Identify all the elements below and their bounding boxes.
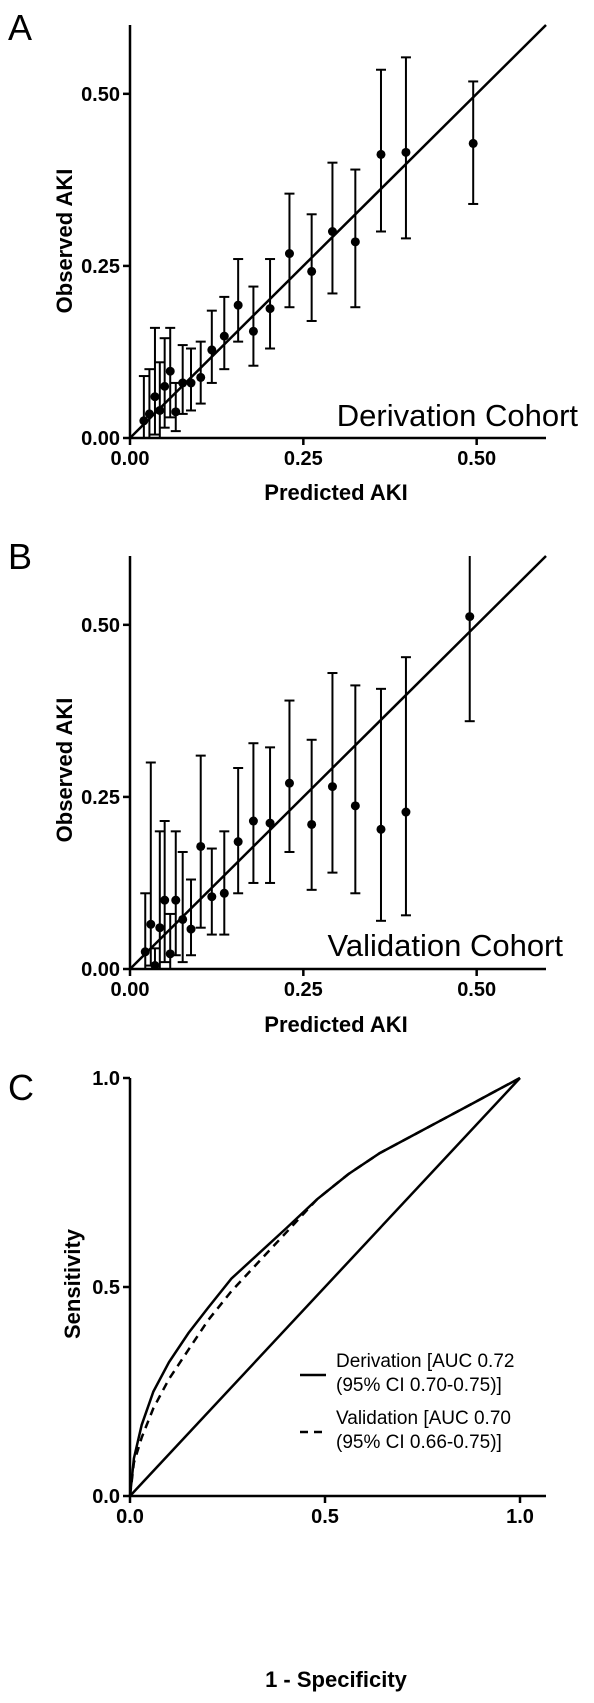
identity-line-c (129, 1077, 521, 1497)
x-tick-label-c: 1.0 (506, 1506, 534, 1528)
y-tick-label-a: 0.50 (81, 84, 120, 106)
roc-curve-derivation (128, 1076, 521, 1497)
legend-label-validation: Validation [AUC 0.70 (336, 1408, 511, 1429)
data-point-a (219, 331, 229, 341)
legend-label-derivation: Derivation [AUC 0.72 (336, 1351, 514, 1372)
y-axis-label-b: Observed AKI (52, 698, 77, 843)
data-point-b (186, 924, 196, 934)
data-point-b (465, 612, 475, 622)
x-axis-label-c: 1 - Specificity (265, 1667, 408, 1692)
y-tick-label-c: 0.0 (92, 1486, 120, 1508)
panel-letter-c: C (8, 1067, 34, 1108)
data-point-a (284, 249, 294, 259)
data-point-a (265, 304, 275, 314)
data-point-a (468, 138, 478, 148)
data-point-a (233, 300, 243, 310)
x-tick-label-c: 0.5 (311, 1506, 339, 1528)
data-point-a (207, 345, 217, 355)
data-point-a (327, 227, 337, 236)
data-point-a (165, 366, 175, 376)
data-point-b (150, 961, 160, 971)
y-axis-label-c: Sensitivity (60, 1228, 85, 1339)
x-tick-label-a: 0.50 (457, 448, 496, 470)
y-tick-label-b: 0.50 (81, 615, 120, 637)
data-point-a (248, 326, 258, 336)
data-point-b (171, 895, 181, 905)
axes-b: 0.00 0.25 0.50 0.00 0.25 0.50 (81, 556, 546, 1001)
data-point-a (186, 378, 196, 388)
y-axis-label-a: Observed AKI (52, 169, 77, 314)
axes-a: 0.00 0.25 0.50 0.00 0.25 0.50 (81, 25, 546, 470)
data-point-b (233, 837, 243, 847)
data-point-a (178, 378, 188, 388)
data-point-b (165, 949, 175, 959)
data-point-a (155, 405, 165, 415)
data-point-b (219, 888, 229, 898)
data-point-b (307, 819, 317, 829)
data-point-b (284, 778, 294, 788)
data-point-b (265, 818, 275, 828)
identity-line-a (129, 24, 547, 439)
panel-letter-b: B (8, 536, 32, 577)
data-point-a (160, 381, 170, 391)
y-tick-label-c: 0.5 (92, 1277, 120, 1299)
data-point-b (178, 914, 188, 924)
panel-letter-a: A (8, 7, 32, 48)
x-tick-label-a: 0.00 (111, 448, 150, 470)
data-point-b (140, 947, 150, 957)
panel-b: B 0.00 0.25 0.50 0.00 0.25 0.50 Validation Co… (8, 536, 563, 1037)
x-axis-label-a: Predicted AKI (264, 480, 407, 505)
y-tick-label-c: 1.0 (92, 1068, 120, 1090)
data-point-a (171, 407, 181, 417)
x-tick-label-b: 0.00 (111, 979, 150, 1001)
data-point-b (401, 807, 411, 817)
data-point-b (207, 892, 217, 902)
legend-label-validation-ci: (95% CI 0.66-0.75)] (336, 1432, 502, 1453)
y-tick-label-b: 0.00 (81, 959, 120, 981)
data-point-b (155, 923, 165, 933)
data-point-a (196, 372, 206, 382)
data-point-b (327, 782, 337, 792)
data-point-a (376, 149, 386, 159)
y-tick-label-a: 0.25 (81, 256, 120, 278)
data-point-a (307, 266, 317, 276)
marks-c (128, 1076, 521, 1497)
data-point-a (144, 409, 154, 419)
legend-label-derivation-ci: (95% CI 0.70-0.75)] (336, 1375, 502, 1396)
data-point-b (248, 816, 258, 826)
x-tick-label-c: 0.0 (116, 1506, 144, 1528)
legend: Derivation [AUC 0.72 (95% CI 0.70-0.75)]… (300, 1351, 514, 1453)
x-axis-label-b: Predicted AKI (264, 1012, 407, 1037)
cohort-label-b: Validation Cohort (327, 928, 563, 963)
data-point-b (146, 919, 156, 929)
roc-curve-validation (128, 1076, 521, 1497)
marks-a (129, 24, 547, 439)
data-point-a (350, 237, 360, 247)
x-tick-label-b: 0.50 (457, 979, 496, 1001)
axes-c: 0.0 0.5 1.0 0.0 0.5 1.0 (92, 1068, 546, 1528)
data-point-a (150, 392, 160, 402)
panel-c: C 0.0 0.5 1.0 0.0 0.5 1.0 1 - Specificity Sen… (8, 1067, 546, 1692)
identity-line-b (129, 555, 547, 970)
data-point-b (376, 824, 386, 834)
panel-a: A 0.00 0.25 0.50 0.00 0.25 0.50 Derivation Co… (8, 7, 578, 505)
data-point-a (139, 416, 149, 426)
data-point-b (196, 841, 206, 851)
x-tick-label-b: 0.25 (284, 979, 323, 1001)
data-point-a (401, 147, 411, 157)
y-tick-label-a: 0.00 (81, 428, 120, 450)
y-tick-label-b: 0.25 (81, 787, 120, 809)
data-point-b (350, 801, 360, 811)
x-tick-label-a: 0.25 (284, 448, 323, 470)
data-point-b (160, 895, 170, 905)
cohort-label-a: Derivation Cohort (337, 398, 579, 433)
marks-b (129, 555, 547, 971)
